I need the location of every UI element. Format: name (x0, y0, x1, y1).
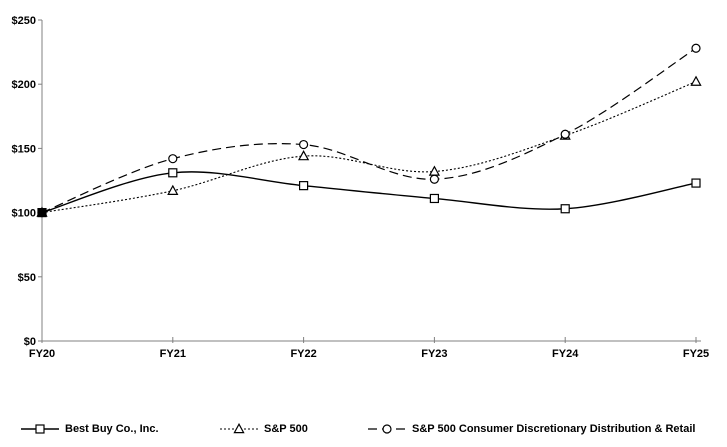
x-axis-tick-label: FY24 (552, 348, 579, 360)
marker-triangle (690, 75, 702, 86)
marker-square (429, 193, 439, 204)
y-axis-tick-label: $250 (12, 15, 36, 27)
x-axis-tick-label: FY20 (29, 348, 55, 360)
series-line-best-buy-co-inc (41, 171, 697, 214)
series-markers-s-p-500 (36, 75, 702, 217)
x-axis-tick-label: FY21 (160, 348, 186, 360)
y-axis-tick-label: $0 (24, 336, 36, 348)
marker-triangle (167, 184, 179, 195)
series-markers-s-p-500-consumer-discretionary-distribution-retail (37, 43, 701, 218)
marker-circle (560, 129, 570, 139)
marker-circle (429, 174, 439, 184)
marker-square (560, 204, 570, 214)
y-axis-tick-label: $100 (12, 208, 36, 220)
marker-circle (299, 139, 309, 150)
marker-square (299, 181, 309, 191)
y-axis-ticks-and-labels: $0 $50 $100 $150 $200 $250 (12, 15, 42, 348)
marker-square (168, 168, 178, 178)
series-line-s-p-500 (41, 81, 697, 214)
marker-triangle (428, 165, 441, 176)
series-line-s-p-500-consumer-discretionary-distribution-retail (41, 47, 697, 214)
x-axis-tick-label: FY23 (421, 348, 447, 360)
y-axis-tick-label: $200 (12, 79, 36, 91)
marker-circle (168, 154, 178, 164)
y-axis-tick-label: $50 (18, 272, 36, 284)
axes (41, 20, 701, 342)
y-axis-tick-label: $150 (12, 143, 36, 155)
x-axis-tick-label: FY22 (290, 348, 316, 360)
start-point-overlap-marker (38, 208, 46, 217)
marker-triangle (297, 150, 310, 161)
marker-circle (691, 43, 701, 53)
x-axis-tick-label: FY25 (683, 348, 709, 360)
marker-square (691, 178, 701, 188)
x-axis-ticks-and-labels: FY20 FY21 FY22 FY23 FY24 FY25 (29, 337, 709, 360)
